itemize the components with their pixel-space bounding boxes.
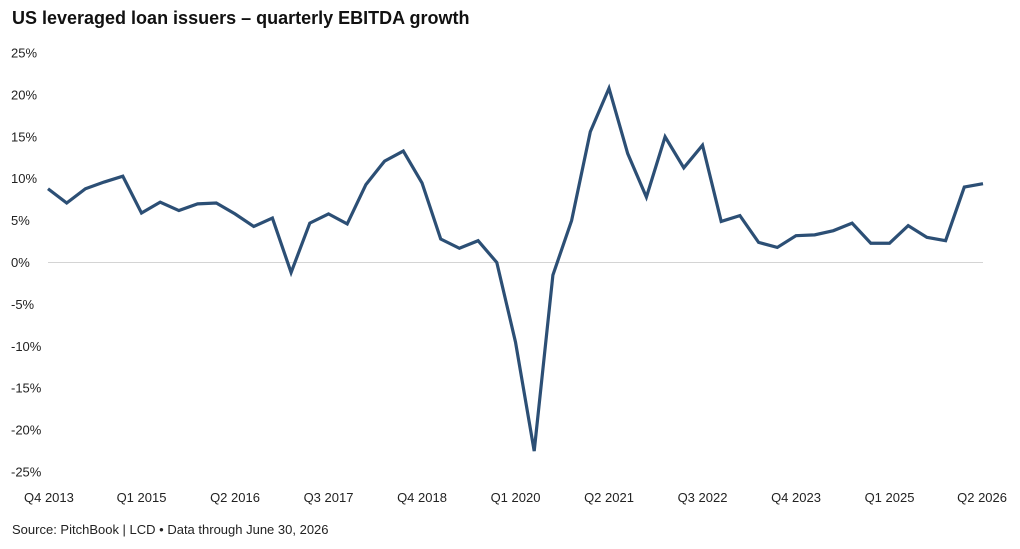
y-axis-labels: 25% 20% 15% 10% 5% 0% -5% -10% -15% -20% -25% <box>11 46 42 480</box>
y-tick-label: -15% <box>11 381 42 396</box>
data-point <box>327 212 330 215</box>
series-line-ebitda-growth <box>47 83 984 452</box>
data-point <box>888 242 891 245</box>
x-tick-label: Q2 2016 <box>210 490 260 505</box>
data-point <box>252 225 255 228</box>
data-point <box>645 196 648 199</box>
data-point <box>813 233 816 236</box>
x-tick-label: Q1 2025 <box>865 490 915 505</box>
x-tick-label: Q1 2015 <box>117 490 167 505</box>
data-point <box>495 261 498 264</box>
x-tick-label: Q3 2022 <box>678 490 728 505</box>
data-point <box>552 274 555 277</box>
data-point <box>196 202 199 205</box>
data-point <box>290 271 293 274</box>
y-tick-label: 20% <box>11 87 37 102</box>
data-point <box>421 181 424 184</box>
x-tick-label: Q4 2013 <box>24 490 74 505</box>
y-tick-label: -5% <box>11 297 35 312</box>
x-tick-label: Q1 2020 <box>491 490 541 505</box>
y-tick-label: 15% <box>11 129 37 144</box>
data-point <box>626 152 629 155</box>
data-point <box>907 224 910 227</box>
data-point <box>701 144 704 147</box>
data-point <box>140 212 143 215</box>
series-group <box>47 83 985 453</box>
data-point <box>664 135 667 138</box>
data-point <box>926 236 929 239</box>
data-point <box>346 223 349 226</box>
data-point <box>121 175 124 178</box>
data-point <box>739 214 742 217</box>
data-point <box>47 187 50 190</box>
data-point <box>402 150 405 153</box>
source-note: Source: PitchBook | LCD • Data through J… <box>12 522 329 537</box>
data-point <box>215 202 218 205</box>
x-tick-label: Q4 2018 <box>397 490 447 505</box>
data-point <box>271 217 274 220</box>
y-tick-label: 5% <box>11 213 30 228</box>
data-point <box>944 239 947 242</box>
x-tick-label: Q2 2021 <box>584 490 634 505</box>
data-point <box>533 450 536 453</box>
y-tick-label: -10% <box>11 339 42 354</box>
chart-title: US leveraged loan issuers – quarterly EB… <box>12 8 470 28</box>
data-point <box>589 130 592 133</box>
data-point <box>963 186 966 189</box>
data-point <box>234 212 237 215</box>
data-point <box>832 229 835 232</box>
data-point <box>439 238 442 241</box>
data-point <box>869 242 872 245</box>
data-point <box>514 341 517 344</box>
y-tick-label: -20% <box>11 423 42 438</box>
data-point <box>383 160 386 163</box>
data-point <box>65 202 68 205</box>
x-tick-label: Q2 2026 <box>957 490 1007 505</box>
data-point <box>84 187 87 190</box>
data-point <box>982 182 985 185</box>
y-tick-label: 0% <box>11 255 30 270</box>
x-tick-label: Q3 2017 <box>304 490 354 505</box>
data-point <box>308 222 311 225</box>
data-point <box>477 239 480 242</box>
data-point <box>757 241 760 244</box>
data-point <box>159 201 162 204</box>
data-point <box>776 246 779 249</box>
x-tick-label: Q4 2023 <box>771 490 821 505</box>
data-point <box>178 209 181 212</box>
y-tick-label: 25% <box>11 46 37 61</box>
data-point <box>365 183 368 186</box>
data-point <box>851 222 854 225</box>
data-point <box>720 220 723 223</box>
y-tick-label: 10% <box>11 171 37 186</box>
data-point <box>458 247 461 250</box>
data-point <box>570 219 573 222</box>
x-axis-labels: Q4 2013 Q1 2015 Q2 2016 Q3 2017 Q4 2018 Q1 20… <box>24 490 1007 505</box>
data-point <box>608 87 611 90</box>
y-tick-label: -25% <box>11 465 42 480</box>
data-point <box>795 234 798 237</box>
data-point <box>682 166 685 169</box>
data-point <box>103 181 106 184</box>
